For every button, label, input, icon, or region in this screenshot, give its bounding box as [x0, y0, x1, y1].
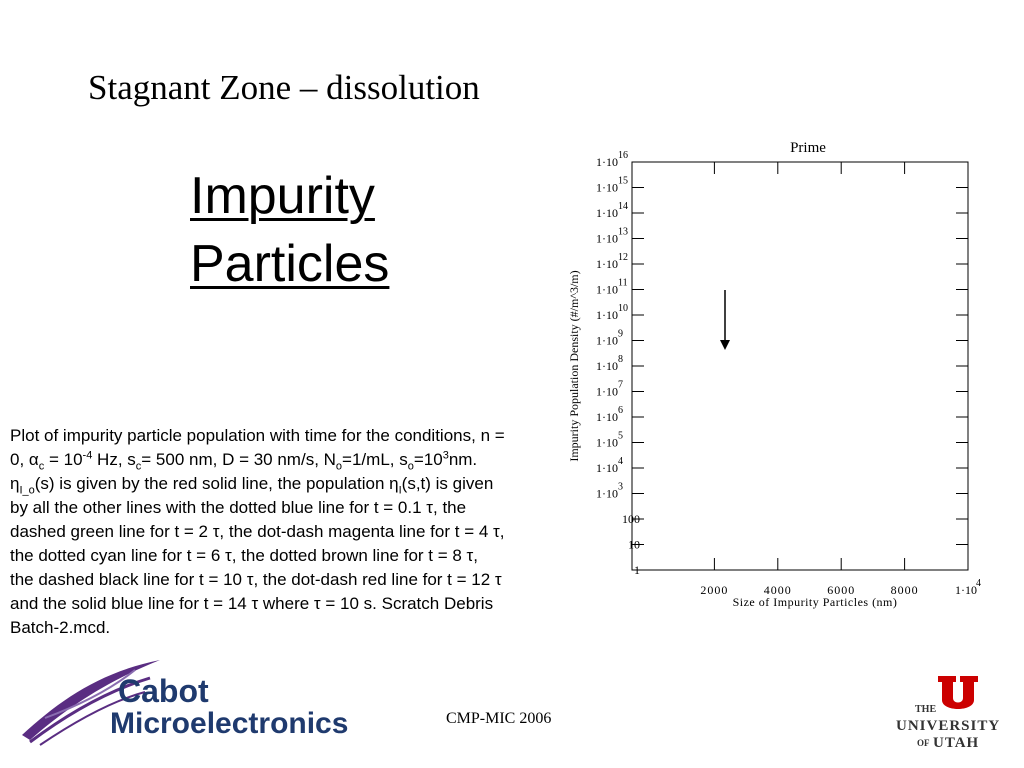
y-tick-label: 1·10 — [596, 487, 618, 501]
y-tick-sup: 12 — [618, 252, 628, 263]
x-tick-label: 6000 — [827, 583, 855, 597]
y-tick-label: 1·10 — [596, 385, 618, 399]
logo-text: Cabot — [118, 673, 209, 709]
arrow-head — [720, 340, 730, 350]
logo-text: UTAH — [933, 735, 979, 751]
caption-text: (s) is given by the red solid line, the … — [34, 474, 399, 493]
y-tick-label: 1·10 — [596, 206, 618, 220]
caption-text: o — [407, 460, 414, 473]
caption-text: o — [335, 460, 343, 473]
y-tick-label: 100 — [622, 512, 640, 526]
y-axis-label: Impurity Population Density (#/m^3/m) — [567, 270, 581, 461]
y-tick-label: 1·10 — [596, 232, 618, 246]
caption-text: Plot of impurity particle population wit… — [10, 426, 505, 469]
logo-text: UNIVERSITY — [896, 718, 1000, 734]
plot-frame — [631, 161, 969, 571]
y-tick-sup: 10 — [618, 303, 628, 314]
logo-text: Microelectronics — [110, 707, 348, 740]
y-tick-label: 1·10 — [596, 155, 618, 169]
y-tick-label: 1·10 — [596, 334, 618, 348]
y-tick-sup: 3 — [618, 482, 623, 493]
logo-swoosh — [39, 691, 146, 746]
y-tick-sup: 14 — [618, 201, 628, 212]
logo-text: OF — [917, 738, 930, 748]
y-tick-sup: 15 — [618, 176, 628, 187]
footer: CMP-MIC 2006 — [446, 710, 552, 727]
caption-text: -4 — [82, 449, 93, 462]
y-tick-sup: 8 — [618, 354, 623, 365]
y-tick-sup: 4 — [618, 456, 623, 467]
y-tick-label: 10 — [628, 538, 640, 552]
logo-swoosh — [44, 669, 136, 719]
caption: Plot of impurity particle population wit… — [10, 424, 505, 640]
logo-swoosh — [29, 676, 151, 744]
y-tick-sup: 5 — [618, 431, 623, 442]
y-tick-label: 1 — [634, 563, 640, 577]
caption-text: Hz, s — [92, 450, 136, 469]
y-tick-label: 1·10 — [596, 308, 618, 322]
y-tick-label: 1·10 — [596, 257, 618, 271]
x-tick-label: 1·10 — [955, 583, 977, 597]
y-tick-label: 1·10 — [596, 181, 618, 195]
logo-u — [938, 676, 978, 709]
logo-swoosh — [22, 660, 160, 740]
y-tick-sup: 16 — [618, 150, 628, 161]
y-tick-sup: 9 — [618, 329, 623, 340]
heading-line: Particles — [190, 235, 390, 293]
y-tick-label: 1·10 — [596, 410, 618, 424]
y-tick-label: 1·10 — [596, 436, 618, 450]
x-axis-label: Size of Impurity Particles (nm) — [733, 595, 898, 609]
heading-line: Impurity — [190, 167, 375, 225]
caption-text: = 10 — [44, 450, 83, 469]
caption-text: I_o — [19, 484, 35, 497]
y-tick-sup: 7 — [618, 380, 623, 391]
caption-text: I — [398, 484, 402, 497]
x-tick-label: 8000 — [891, 583, 919, 597]
utah-logo: THE UNIVERSITY OF UTAH — [896, 676, 1000, 751]
caption-text: c — [135, 460, 142, 473]
y-tick-sup: 6 — [618, 405, 623, 416]
caption-text: 3 — [442, 449, 449, 462]
caption-text: = 500 nm, D = 30 nm/s, N — [141, 450, 336, 469]
caption-text: =10 — [413, 450, 443, 469]
x-tick-label: 4000 — [764, 583, 792, 597]
chart-title: Prime — [790, 140, 826, 156]
y-tick-label: 1·10 — [596, 359, 618, 373]
caption-text: nm. η — [10, 450, 478, 493]
caption-text: (s,t) is given by all the other lines wi… — [10, 474, 505, 637]
caption-text: =1/mL, s — [342, 450, 408, 469]
logo-text: THE — [915, 704, 936, 715]
heading: Impurity Particles — [190, 162, 389, 298]
y-tick-sup: 13 — [618, 227, 628, 238]
caption-text: c — [38, 460, 45, 473]
y-tick-sup: 11 — [618, 278, 628, 289]
y-tick-label: 1·10 — [596, 461, 618, 475]
x-tick-label: 2000 — [700, 583, 728, 597]
cabot-logo: Cabot Microelectronics — [22, 660, 348, 746]
slide-title: Stagnant Zone – dissolution — [88, 68, 480, 107]
x-tick-sup: 4 — [976, 578, 981, 589]
y-tick-label: 1·10 — [596, 283, 618, 297]
